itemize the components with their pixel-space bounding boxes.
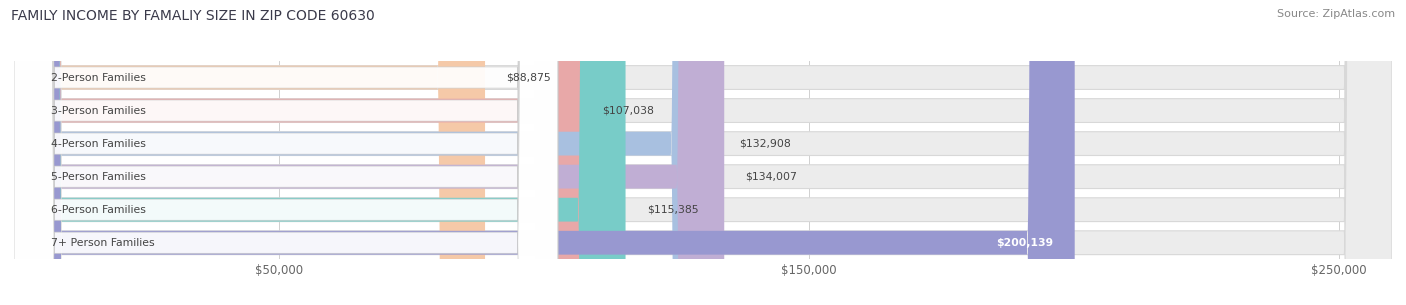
FancyBboxPatch shape <box>14 0 1392 305</box>
FancyBboxPatch shape <box>14 0 626 305</box>
FancyBboxPatch shape <box>14 0 724 305</box>
FancyBboxPatch shape <box>14 0 1392 305</box>
Text: $134,007: $134,007 <box>745 172 797 182</box>
Text: 7+ Person Families: 7+ Person Families <box>51 238 155 248</box>
Text: 5-Person Families: 5-Person Families <box>51 172 146 182</box>
FancyBboxPatch shape <box>14 0 558 305</box>
FancyBboxPatch shape <box>14 0 1392 305</box>
Text: 6-Person Families: 6-Person Families <box>51 205 146 215</box>
Text: FAMILY INCOME BY FAMALIY SIZE IN ZIP CODE 60630: FAMILY INCOME BY FAMALIY SIZE IN ZIP COD… <box>11 9 375 23</box>
FancyBboxPatch shape <box>14 0 558 305</box>
Text: Source: ZipAtlas.com: Source: ZipAtlas.com <box>1277 9 1395 19</box>
Text: $115,385: $115,385 <box>647 205 699 215</box>
Text: $88,875: $88,875 <box>506 73 551 83</box>
Text: $107,038: $107,038 <box>603 106 654 116</box>
FancyBboxPatch shape <box>14 0 1074 305</box>
Text: 2-Person Families: 2-Person Families <box>51 73 146 83</box>
FancyBboxPatch shape <box>14 0 581 305</box>
FancyBboxPatch shape <box>14 0 558 305</box>
Text: $132,908: $132,908 <box>740 138 792 149</box>
Text: $200,139: $200,139 <box>997 238 1053 248</box>
Text: 3-Person Families: 3-Person Families <box>51 106 146 116</box>
FancyBboxPatch shape <box>14 0 558 305</box>
FancyBboxPatch shape <box>14 0 558 305</box>
FancyBboxPatch shape <box>14 0 1392 305</box>
FancyBboxPatch shape <box>14 0 718 305</box>
FancyBboxPatch shape <box>14 0 1392 305</box>
Text: 4-Person Families: 4-Person Families <box>51 138 146 149</box>
FancyBboxPatch shape <box>14 0 1392 305</box>
FancyBboxPatch shape <box>14 0 558 305</box>
FancyBboxPatch shape <box>14 0 485 305</box>
